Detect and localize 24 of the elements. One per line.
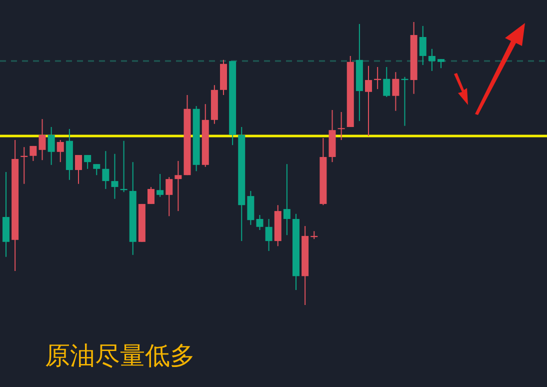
candlestick [38,118,46,161]
candlestick [148,186,154,204]
candlestick [419,25,426,66]
candlestick [48,126,55,166]
candlestick [156,173,164,198]
candlestick [111,153,118,200]
candlestick [256,214,264,231]
candlestick [438,58,444,69]
candlestick [174,160,182,212]
candlestick [75,154,82,184]
candlestick [392,72,400,112]
candlestick [365,65,372,137]
candlestick [383,66,390,98]
candlestick [84,154,92,170]
candlestick [338,111,345,141]
text: 原油尽量低多 [45,341,195,370]
candlestick [93,164,100,176]
candlestick [283,164,290,236]
candlestick [166,176,173,217]
candlestick [102,150,110,190]
candlestick [30,145,37,162]
candlestick [265,218,272,252]
candlestick [428,48,436,72]
candlestick [56,140,64,163]
